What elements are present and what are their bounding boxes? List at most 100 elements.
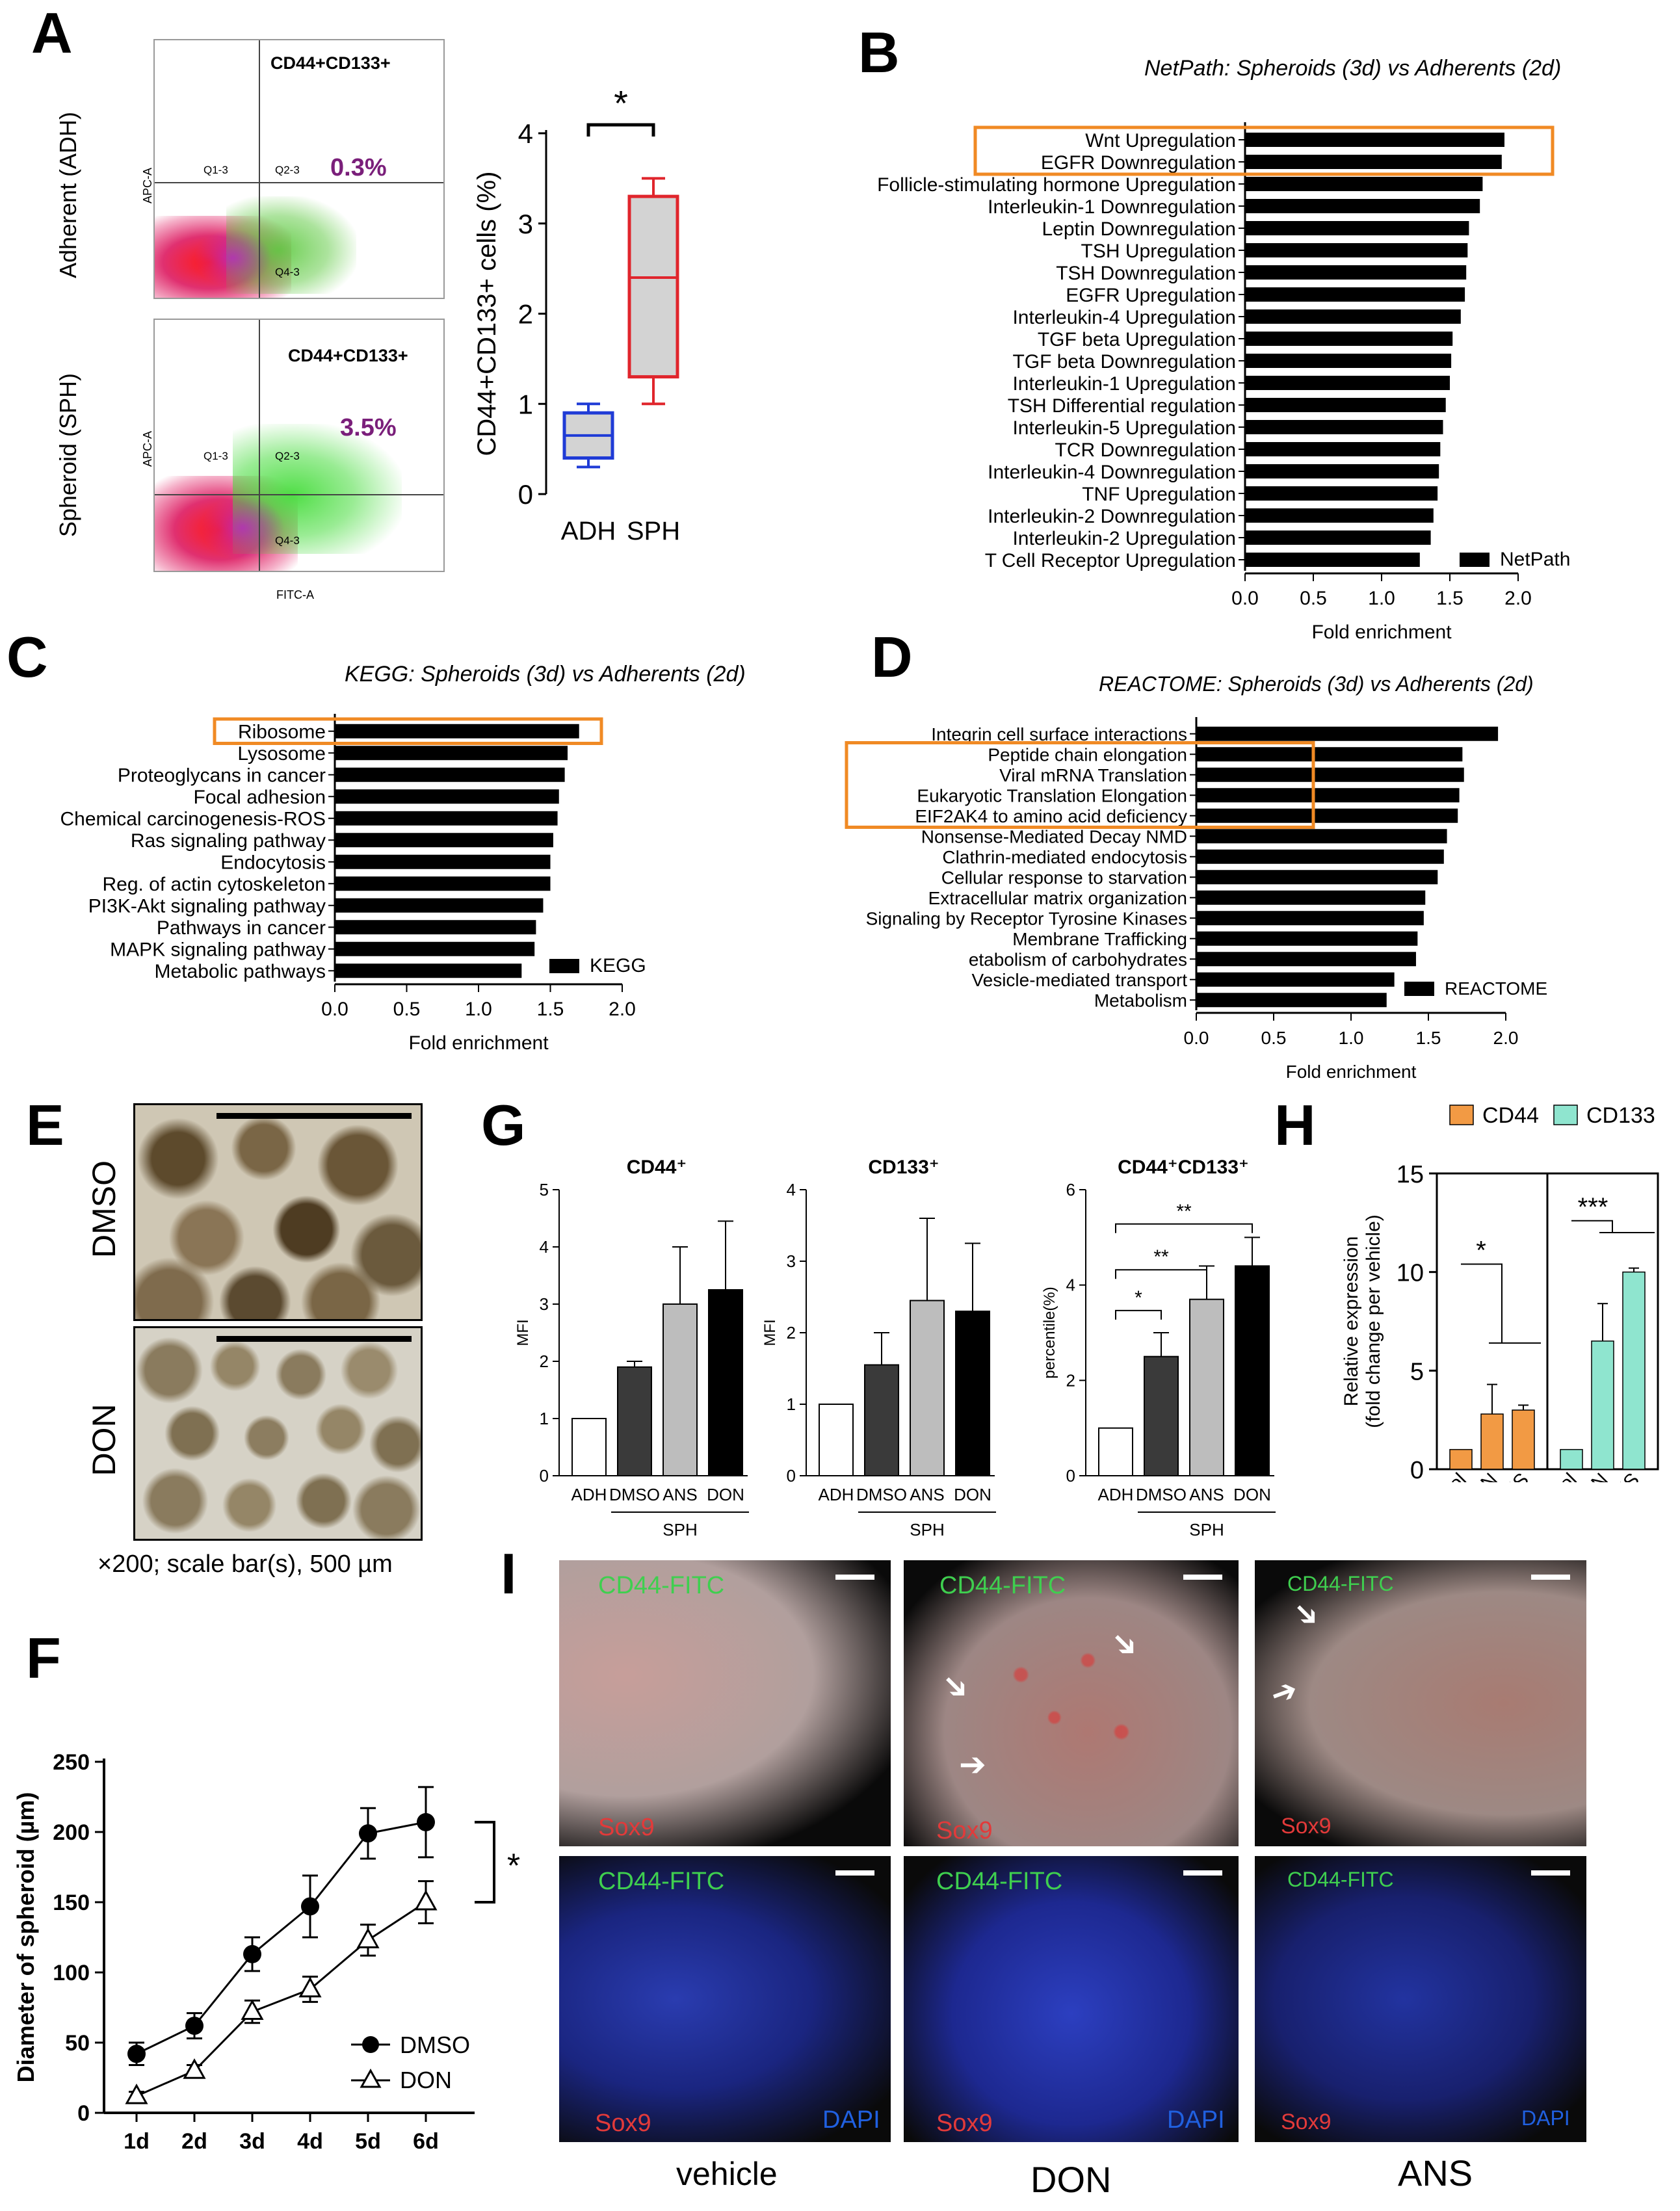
- bar-chart-d: Integrin cell surface interactionsPeptid…: [845, 717, 1547, 1082]
- micrograph-ans-bottom: CD44-FITC Sox9 DAPI: [1255, 1856, 1586, 2142]
- significance-bracket: [1115, 1223, 1253, 1233]
- legend-label: CD44: [1482, 1103, 1539, 1128]
- x-tick-label: Control: [1521, 1469, 1581, 1482]
- label-dapi: DAPI: [1521, 2106, 1570, 2130]
- bar: [1245, 486, 1438, 501]
- significance-star: ***: [1578, 1193, 1608, 1222]
- category-label: etabolism of carbohydrates: [969, 949, 1187, 969]
- arrow-icon: ➔: [934, 1664, 979, 1709]
- group-label: SPH: [1189, 1520, 1224, 1539]
- y-tick-label: 0: [1066, 1466, 1075, 1485]
- percentage-sph: 3.5%: [340, 414, 397, 441]
- x-tick-label: DON: [954, 1485, 991, 1504]
- magnification-caption: ×200; scale bar(s), 500 µm: [98, 1550, 393, 1578]
- bar: [1196, 788, 1460, 803]
- arrow-icon: ➔: [1266, 1671, 1303, 1714]
- y-tick-label: 100: [53, 1961, 90, 1985]
- category-label: Membrane Trafficking: [1012, 929, 1187, 949]
- label-cd44-fitc: CD44-FITC: [598, 1572, 725, 1599]
- y-tick-label: 5: [1410, 1358, 1424, 1385]
- panel-label-h: H: [1274, 1093, 1316, 1157]
- category-label: TSH Differential regulation: [1008, 395, 1236, 417]
- data-point: [185, 2017, 203, 2035]
- box-plot-a: 0 1 2 3 4 CD44+CD133+ cells (%) ADH SPH *: [473, 91, 680, 545]
- bar: [1245, 177, 1483, 191]
- bar: [1196, 767, 1464, 782]
- x-tick-label: 1.5: [1436, 588, 1463, 609]
- category-label: TSH Upregulation: [1081, 241, 1236, 262]
- y-tick-label: 3: [518, 209, 533, 239]
- x-tick-label: 0.5: [393, 999, 421, 1020]
- significance-star: *: [1476, 1236, 1486, 1265]
- scatter-magenta: [200, 495, 285, 560]
- legend-swatch: [1460, 553, 1490, 567]
- legend-label: NetPath: [1500, 549, 1570, 570]
- bar: [1591, 1341, 1614, 1470]
- y-tick-label: 150: [53, 1890, 90, 1915]
- x-tick-label: ANS: [663, 1485, 697, 1504]
- category-label: Wnt Upregulation: [1085, 130, 1236, 151]
- bar: [617, 1366, 652, 1476]
- legend-swatch: [1553, 1105, 1578, 1125]
- category-label: Chemical carcinogenesis-ROS: [60, 809, 326, 830]
- label-dapi: DAPI: [1167, 2106, 1225, 2134]
- category-label: Peptide chain elongation: [988, 744, 1187, 765]
- bar: [1144, 1355, 1179, 1476]
- row-label-dmso: DMSO: [86, 1160, 122, 1258]
- y-tick-label: 2: [787, 1323, 796, 1342]
- y-axis-title: Diameter of spheroid (µm): [12, 1792, 39, 2083]
- bar: [1189, 1298, 1224, 1476]
- category-label: Endocytosis: [220, 852, 326, 874]
- y-tick-label: 250: [53, 1750, 90, 1775]
- y-tick-label: 10: [1397, 1260, 1424, 1287]
- panel-label-a: A: [31, 1, 73, 65]
- y-tick-label: 0: [787, 1466, 796, 1485]
- legend-marker: [362, 2036, 379, 2053]
- y-axis-title: MFI: [761, 1319, 779, 1346]
- bar: [1196, 849, 1444, 864]
- bar: [1196, 931, 1418, 946]
- panel-label-f: F: [26, 1626, 61, 1690]
- micrograph-don-top: CD44-FITC Sox9 ➔ ➔ ➔: [904, 1560, 1239, 1846]
- x-tick-label: 1.0: [1368, 588, 1395, 609]
- bar: [1245, 508, 1434, 523]
- quadrant-q4: Q4-3: [275, 266, 300, 278]
- legend-marker: [360, 2068, 382, 2088]
- x-tick-label: ANS: [910, 1485, 944, 1504]
- arrow-icon: ➔: [1285, 1593, 1328, 1636]
- y-tick-label: 4: [540, 1237, 549, 1257]
- bar: [335, 920, 536, 935]
- row-label-spheroid: Spheroid (SPH): [55, 373, 81, 538]
- data-point: [125, 2083, 148, 2104]
- x-tick-label: SPH: [627, 517, 680, 545]
- y-tick-label: 4: [787, 1180, 796, 1199]
- category-label: EGFR Upregulation: [1066, 285, 1236, 306]
- scatter-magenta: [194, 229, 272, 287]
- bar: [1196, 870, 1438, 885]
- y-axis-title: Relative expression: [1341, 1236, 1362, 1407]
- column-label-ans: ANS: [1398, 2152, 1473, 2193]
- y-tick-label: 5: [540, 1180, 549, 1199]
- bar: [1245, 464, 1439, 478]
- x-tick-label: ADH: [819, 1485, 854, 1504]
- y-tick-label: 1: [518, 389, 533, 419]
- category-label: Follicle-stimulating hormone Upregulatio…: [877, 174, 1236, 196]
- quadrant-q2: Q2-3: [275, 164, 300, 176]
- y-tick-label: 1: [787, 1394, 796, 1414]
- bar: [571, 1418, 607, 1476]
- significance-bracket: [1115, 1309, 1162, 1320]
- bar: [1245, 287, 1465, 302]
- y-tick-label: 3: [787, 1251, 796, 1271]
- bar: [1196, 726, 1499, 741]
- data-point: [127, 2045, 146, 2063]
- significance-bracket: [586, 123, 655, 137]
- bar: [1196, 829, 1447, 844]
- x-tick-label: 6d: [413, 2129, 439, 2154]
- bar: [1245, 199, 1480, 213]
- axis-apc: APC-A: [141, 430, 155, 467]
- category-label: Interleukin-5 Upregulation: [1012, 417, 1236, 439]
- category-label: Extracellular matrix organization: [928, 888, 1187, 908]
- micrograph-don-bottom: CD44-FITC Sox9 DAPI: [904, 1856, 1239, 2142]
